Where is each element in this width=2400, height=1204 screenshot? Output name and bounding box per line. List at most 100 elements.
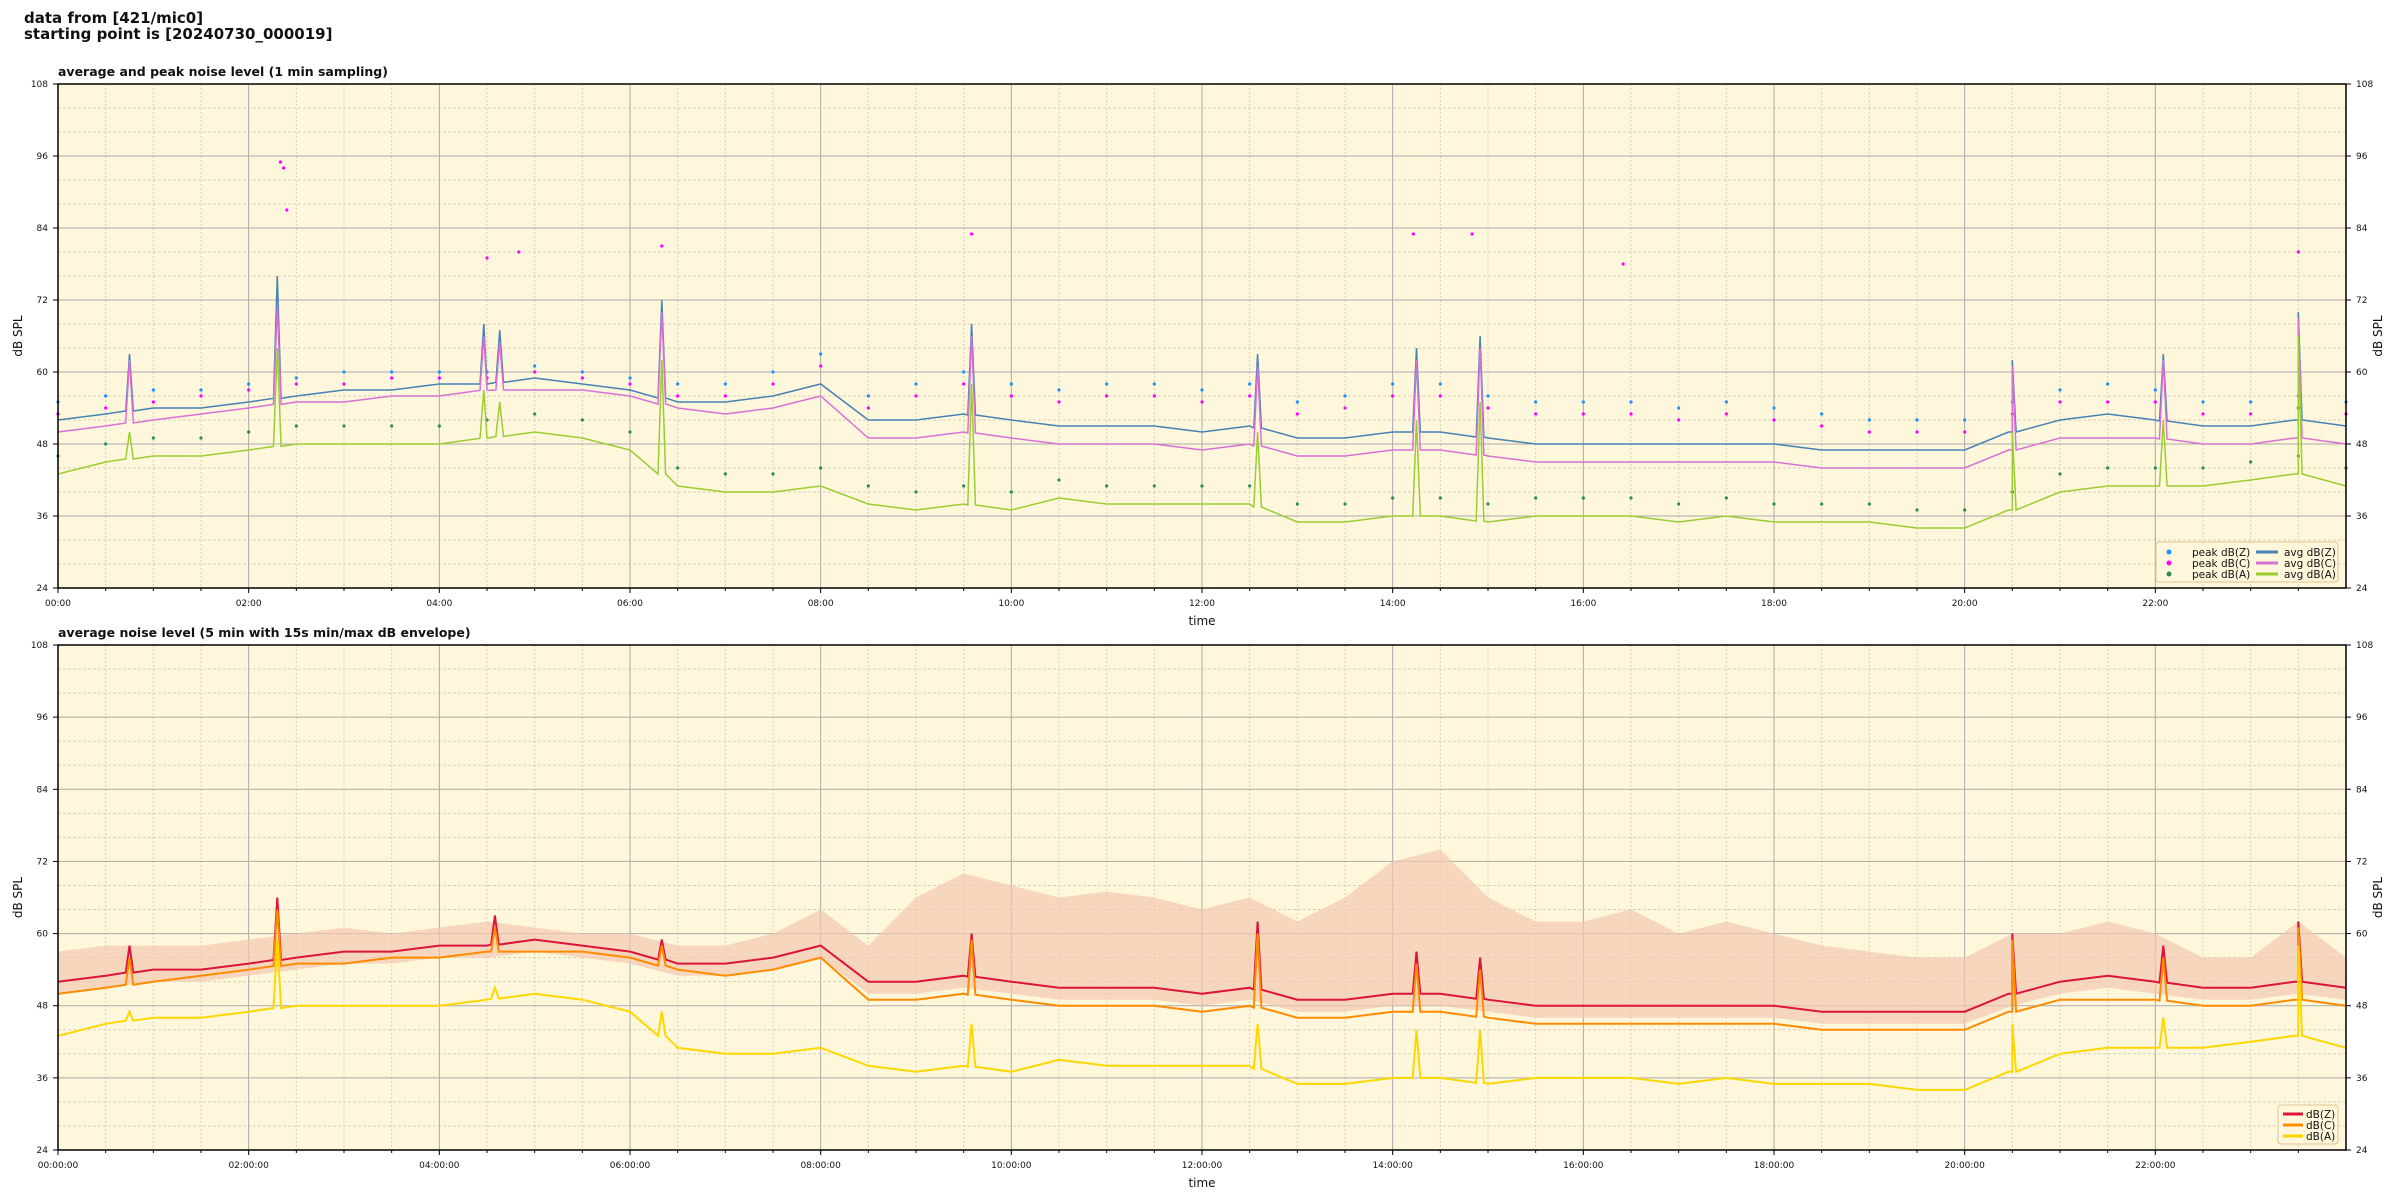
peak-point	[771, 370, 775, 374]
peak-point	[1677, 418, 1681, 422]
peak-point	[1677, 502, 1681, 506]
peak-point	[294, 376, 298, 380]
y-tick-label: 48	[37, 440, 49, 450]
peak-point	[390, 370, 394, 374]
y-tick-label-right: 24	[2356, 584, 2368, 594]
x-tick-label: 22:00	[2142, 599, 2168, 609]
y-axis-label-right: dB SPL	[2371, 877, 2385, 919]
peak-point	[1438, 496, 1442, 500]
peak-point	[1200, 484, 1204, 488]
peak-point	[533, 370, 537, 374]
peak-outlier-point	[1470, 232, 1474, 236]
peak-point	[1343, 406, 1347, 410]
peak-point	[2201, 466, 2205, 470]
peak-point	[533, 364, 537, 368]
legend-label: dB(Z)	[2306, 1109, 2335, 1121]
series-line-avgdba	[57, 335, 2347, 529]
peak-point	[1105, 484, 1109, 488]
peak-point	[437, 376, 441, 380]
peak-point	[1629, 496, 1633, 500]
y-tick-label: 72	[37, 857, 48, 867]
x-tick-label: 12:00:00	[1182, 1161, 1223, 1171]
peak-point	[1534, 412, 1538, 416]
chart-title: average and peak noise level (1 min samp…	[58, 64, 388, 79]
plot-frame	[57, 83, 2347, 589]
peak-point	[771, 472, 775, 476]
peak-point	[104, 406, 108, 410]
peak-point	[676, 394, 680, 398]
peak-point	[1343, 502, 1347, 506]
peak-point	[1867, 502, 1871, 506]
peak-point	[1248, 394, 1252, 398]
peak-point	[1295, 502, 1299, 506]
legend-marker	[2166, 549, 2172, 555]
peak-point	[2153, 466, 2157, 470]
y-tick-label-right: 84	[2356, 224, 2368, 234]
y-tick-label: 108	[31, 641, 48, 651]
x-axis-label: time	[1188, 614, 1215, 628]
x-tick-label: 10:00	[998, 599, 1024, 609]
peak-point	[1009, 382, 1013, 386]
peak-outlier-point	[2296, 250, 2300, 254]
peak-point	[390, 376, 394, 380]
envelope-band	[58, 849, 2346, 1024]
peak-point	[914, 394, 918, 398]
y-tick-label: 108	[31, 80, 48, 90]
peak-point	[580, 376, 584, 380]
x-tick-label: 08:00:00	[800, 1161, 841, 1171]
x-tick-label: 18:00:00	[1754, 1161, 1795, 1171]
y-tick-label-right: 84	[2356, 785, 2368, 795]
peak-point	[819, 466, 823, 470]
peak-point	[2153, 388, 2157, 392]
y-tick-label-right: 96	[2356, 152, 2368, 162]
y-tick-label-right: 48	[2356, 440, 2368, 450]
x-tick-label: 00:00	[45, 599, 71, 609]
x-tick-label: 04:00	[426, 599, 452, 609]
x-tick-label: 22:00:00	[2135, 1161, 2176, 1171]
peak-point	[437, 424, 441, 428]
peak-point	[866, 484, 870, 488]
peak-point	[1629, 412, 1633, 416]
peak-point	[1486, 406, 1490, 410]
legend-marker	[2166, 571, 2172, 577]
x-tick-label: 02:00:00	[228, 1161, 269, 1171]
peak-outlier-point	[517, 250, 521, 254]
x-tick-label: 06:00	[617, 599, 643, 609]
legend: dB(Z)dB(C)dB(A)	[2277, 1104, 2339, 1145]
peak-point	[1057, 400, 1061, 404]
peak-point	[1057, 388, 1061, 392]
header-line-2: starting point is [20240730_000019]	[24, 25, 332, 43]
peak-point	[1820, 502, 1824, 506]
y-tick-label: 36	[37, 1074, 49, 1084]
y-tick-label: 48	[37, 1002, 49, 1012]
peak-point	[1677, 406, 1681, 410]
legend-label: dB(A)	[2306, 1131, 2335, 1143]
peak-point	[342, 424, 346, 428]
peak-point	[1105, 382, 1109, 386]
peak-point	[771, 382, 775, 386]
peak-point	[199, 436, 203, 440]
y-tick-label: 84	[37, 785, 49, 795]
y-tick-label-right: 108	[2356, 641, 2373, 651]
x-tick-label: 18:00	[1761, 599, 1787, 609]
y-tick-label: 60	[37, 368, 49, 378]
peak-point	[676, 466, 680, 470]
peak-point	[2249, 400, 2253, 404]
peak-point	[2058, 388, 2062, 392]
peak-point	[1105, 394, 1109, 398]
peak-point	[199, 394, 203, 398]
peak-point	[676, 382, 680, 386]
peak-point	[1915, 508, 1919, 512]
x-tick-label: 10:00:00	[991, 1161, 1032, 1171]
peak-point	[1534, 400, 1538, 404]
peak-point	[1963, 508, 1967, 512]
y-tick-label: 24	[37, 1146, 49, 1156]
peak-point	[104, 442, 108, 446]
peak-point	[819, 352, 823, 356]
peak-point	[1057, 478, 1061, 482]
peak-point	[580, 370, 584, 374]
y-tick-label: 84	[37, 224, 49, 234]
peak-outlier-point	[1621, 262, 1625, 266]
peak-point	[199, 388, 203, 392]
peak-point	[104, 394, 108, 398]
